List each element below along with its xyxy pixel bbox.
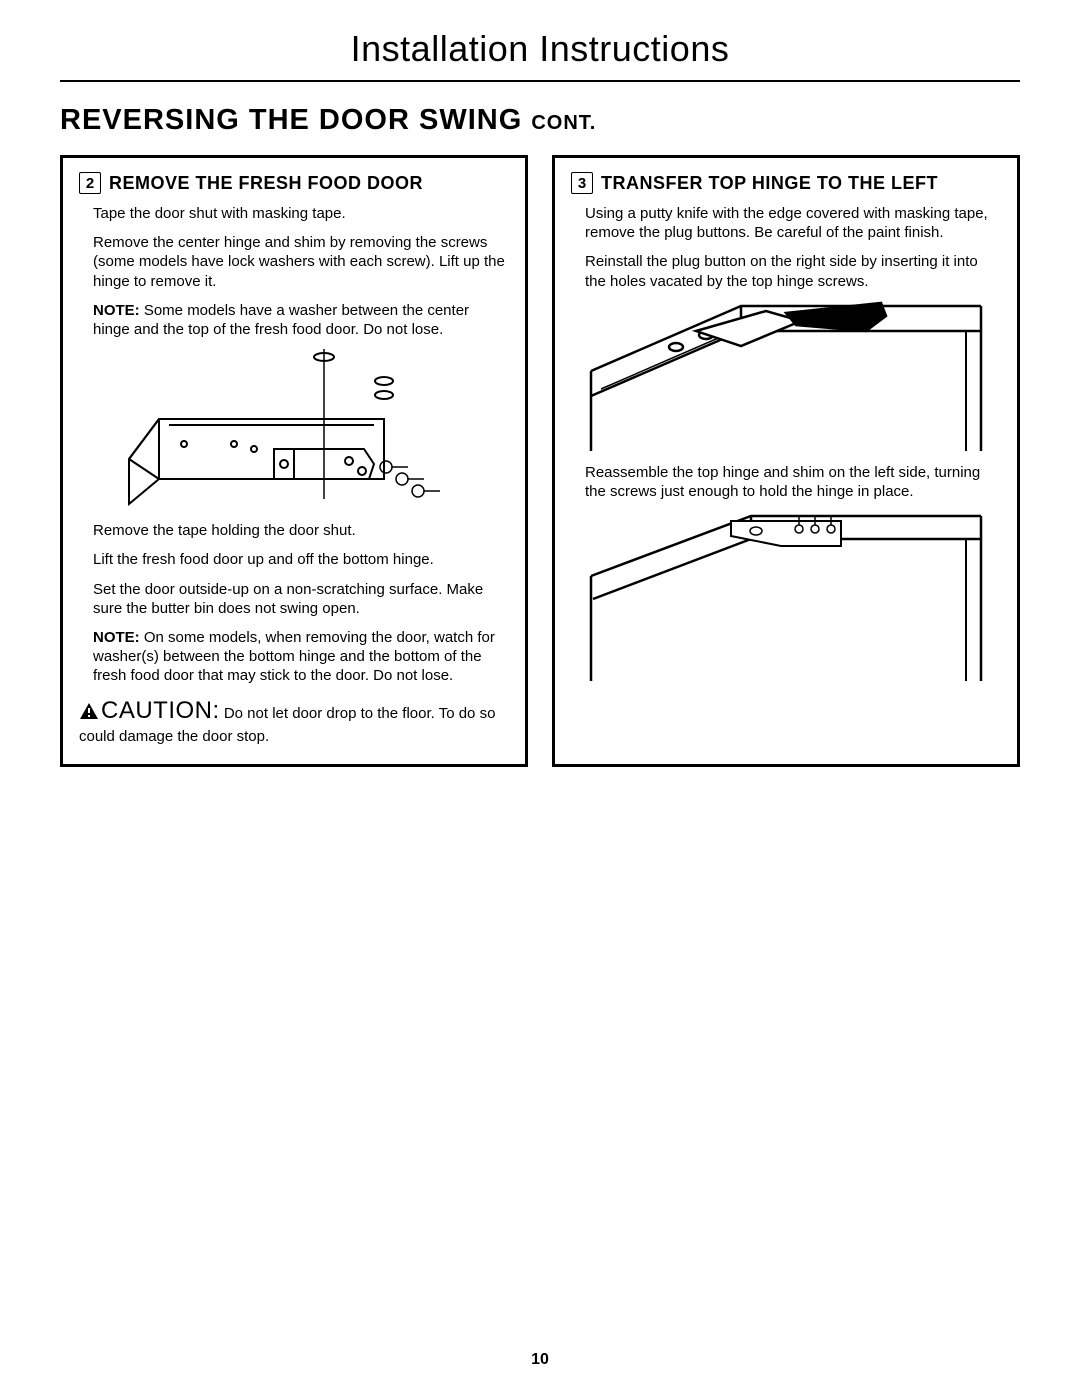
step-2-header: 2 REMOVE THE FRESH FOOD DOOR — [79, 172, 509, 194]
step-3-para-2: Reinstall the plug button on the right s… — [585, 252, 1001, 290]
section-title: REVERSING THE DOOR SWING CONT. — [60, 104, 1020, 137]
hinge-left-illustration — [581, 511, 991, 681]
step-3-para-3: Reassemble the top hinge and shim on the… — [585, 463, 1001, 501]
step-3-title: TRANSFER TOP HINGE TO THE LEFT — [601, 173, 938, 194]
step-2-para-7: NOTE: On some models, when removing the … — [93, 628, 509, 686]
columns: 2 REMOVE THE FRESH FOOD DOOR Tape the do… — [60, 155, 1020, 767]
step-2-para-5: Lift the fresh food door up and off the … — [93, 550, 509, 569]
caution-block: CAUTION: Do not let door drop to the flo… — [79, 695, 509, 746]
step-2-para-1: Tape the door shut with masking tape. — [93, 204, 509, 223]
step-2-para-7-text: On some models, when removing the door, … — [93, 629, 495, 684]
step-2-para-7-lead: NOTE: — [93, 629, 140, 646]
step-2-number: 2 — [79, 172, 101, 194]
section-title-main: REVERSING THE DOOR SWING — [60, 104, 522, 136]
step-3-header: 3 TRANSFER TOP HINGE TO THE LEFT — [571, 172, 1001, 194]
step-2-para-3-text: Some models have a washer between the ce… — [93, 302, 469, 338]
step-3-box: 3 TRANSFER TOP HINGE TO THE LEFT Using a… — [552, 155, 1020, 767]
step-2-para-3: NOTE: Some models have a washer between … — [93, 301, 509, 339]
step-3-number: 3 — [571, 172, 593, 194]
putty-knife-illustration — [581, 301, 991, 451]
caution-heading: CAUTION: — [101, 697, 220, 724]
page-number: 10 — [0, 1351, 1080, 1369]
step-2-title: REMOVE THE FRESH FOOD DOOR — [109, 173, 423, 194]
step-3-para-1: Using a putty knife with the edge covere… — [585, 204, 1001, 242]
hinge-removal-illustration — [124, 349, 464, 509]
step-2-para-2: Remove the center hinge and shim by remo… — [93, 233, 509, 291]
step-2-para-3-lead: NOTE: — [93, 302, 140, 319]
step-2-box: 2 REMOVE THE FRESH FOOD DOOR Tape the do… — [60, 155, 528, 767]
page-title: Installation Instructions — [60, 28, 1020, 82]
step-2-para-6: Set the door outside-up on a non-scratch… — [93, 580, 509, 618]
section-title-cont: CONT. — [531, 112, 596, 134]
warning-icon — [79, 702, 99, 726]
step-2-para-4: Remove the tape holding the door shut. — [93, 521, 509, 540]
